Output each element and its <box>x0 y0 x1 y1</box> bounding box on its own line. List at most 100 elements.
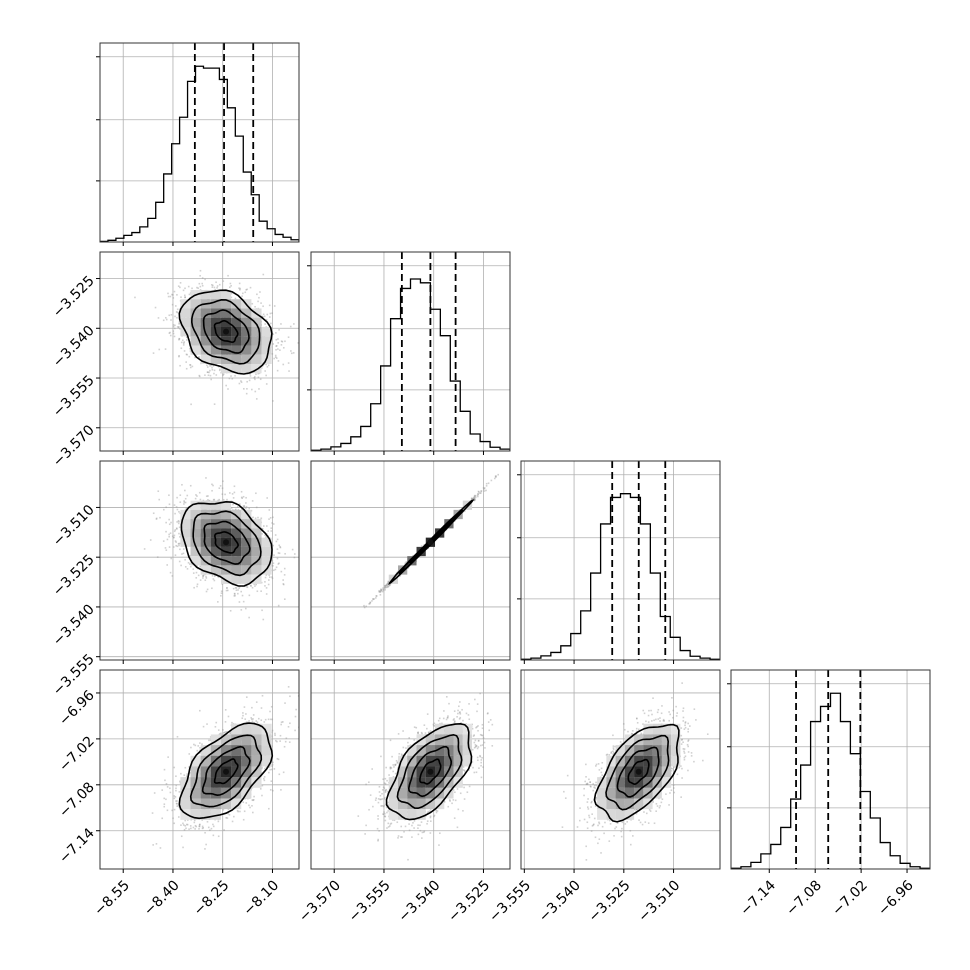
scatter-point <box>273 554 275 556</box>
density-cell <box>220 519 232 529</box>
scatter-point <box>260 367 263 369</box>
density-cell <box>251 528 262 538</box>
scatter-point <box>369 602 371 605</box>
scatter-point <box>211 574 214 577</box>
scatter-point <box>275 566 278 569</box>
scatter-point <box>176 528 178 530</box>
scatter-point <box>238 382 241 385</box>
scatter-point <box>217 576 220 579</box>
histogram-2 <box>521 493 720 660</box>
scatter-point <box>193 586 195 589</box>
density-cell <box>190 345 201 355</box>
scatter-point <box>237 589 239 591</box>
scatter-point <box>169 331 171 334</box>
density-cell <box>251 317 262 327</box>
scatter-point <box>184 296 186 299</box>
scatter-point <box>259 378 262 381</box>
density-cell <box>241 528 252 538</box>
density-cell <box>241 537 252 547</box>
density-cell <box>210 509 221 520</box>
scatter-point <box>290 352 293 355</box>
scatter-point <box>188 293 191 296</box>
scatter-point <box>166 538 169 541</box>
density-cell <box>231 317 242 327</box>
scatter-point <box>213 498 216 501</box>
scatter-point <box>189 554 191 557</box>
scatter-point <box>226 587 228 589</box>
scatter-point <box>278 552 281 555</box>
scatter-point <box>165 521 167 524</box>
density-cell <box>180 519 191 529</box>
scatter-point <box>215 281 217 284</box>
panel-frame <box>310 251 511 452</box>
scatter-point <box>202 575 204 577</box>
scatter-point <box>297 342 299 344</box>
scatter-point <box>168 314 171 317</box>
scatter-point <box>264 370 266 372</box>
scatter-point <box>205 575 207 578</box>
density-cell <box>241 546 252 557</box>
scatter-point <box>263 363 266 365</box>
scatter-point <box>232 587 235 590</box>
density-cell <box>200 500 211 510</box>
scatter-point <box>178 322 181 324</box>
scatter-point <box>169 334 172 337</box>
scatter-point <box>256 590 259 593</box>
scatter-point <box>170 319 172 321</box>
scatter-point <box>171 293 173 296</box>
contour-line <box>192 510 262 577</box>
scatter-point <box>199 269 202 272</box>
scatter-point <box>178 323 180 325</box>
scatter-point <box>180 296 182 298</box>
scatter-point <box>269 576 271 578</box>
scatter-point <box>278 562 280 565</box>
panel-frame <box>99 460 300 661</box>
scatter-point <box>272 564 274 567</box>
scatter-point <box>184 287 186 290</box>
panel-frame <box>730 669 931 870</box>
hist-panel-3 <box>727 669 931 873</box>
scatter-point <box>162 540 165 542</box>
scatter-point <box>282 579 284 581</box>
density-cell <box>231 345 242 355</box>
scatter-point <box>182 344 185 346</box>
scatter-point <box>213 579 216 582</box>
scatter-point <box>230 296 233 299</box>
scatter-point <box>245 585 248 588</box>
scatter-point <box>243 505 246 508</box>
scatter-point <box>165 318 168 321</box>
scatter-point <box>262 364 264 367</box>
scatter-point <box>219 574 222 577</box>
density-cell <box>210 345 221 355</box>
scatter-point <box>170 557 173 560</box>
scatter-point <box>268 304 271 307</box>
contour-line <box>202 309 250 354</box>
scatter-point <box>260 527 263 530</box>
scatter-point <box>246 380 248 383</box>
scatter-point <box>183 350 186 352</box>
scatter-point <box>283 567 286 570</box>
scatter-point <box>276 538 279 541</box>
density-cell <box>220 308 232 318</box>
scatter-point <box>199 289 202 291</box>
scatter-point <box>277 342 280 344</box>
scatter-point <box>234 587 237 589</box>
scatter-point <box>277 348 279 350</box>
panel-frame <box>99 251 300 452</box>
scatter-point <box>222 373 225 376</box>
density-cell <box>241 326 252 337</box>
scatter-point <box>179 512 182 515</box>
scatter-point <box>211 489 213 492</box>
scatter-point <box>184 566 187 568</box>
scatter-point <box>273 569 275 572</box>
density-cell <box>180 317 191 327</box>
scatter-point <box>174 324 176 327</box>
scatter-point <box>178 544 180 547</box>
scatter-point <box>264 576 267 579</box>
scatter-point <box>196 583 199 586</box>
scatter-point <box>214 574 216 577</box>
hist-panel-0 <box>96 42 300 246</box>
scatter-point <box>261 609 263 612</box>
scatter-point <box>166 564 169 566</box>
